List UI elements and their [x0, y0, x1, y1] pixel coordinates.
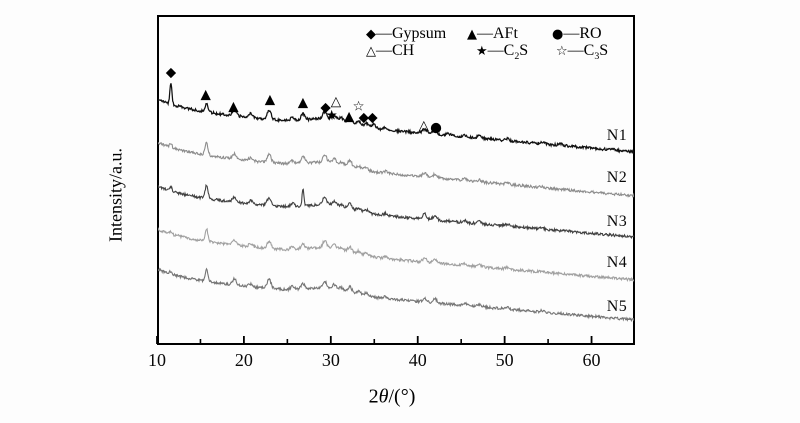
legend-item-c2s: ★—C2S	[476, 42, 529, 63]
phase-marker-gypsum-icon: ◆	[359, 110, 370, 126]
filled-circle-icon: ●	[552, 27, 564, 42]
phase-marker-gypsum-icon: ◆	[320, 100, 331, 116]
xrd-curve-N1	[158, 83, 634, 155]
legend-item-aft: ▲—AFt	[467, 25, 518, 43]
legend-item-ch: △—CH	[366, 42, 415, 60]
plot-border	[157, 15, 635, 345]
legend-dash: —	[487, 42, 504, 59]
series-label-n1: N1	[606, 127, 628, 144]
x-tick-label-40: 40	[408, 350, 427, 370]
phase-marker-ch-icon: △	[419, 118, 430, 134]
x-axis-title: 2θ/(°)	[369, 386, 416, 409]
legend-dash: —	[567, 42, 584, 59]
x-tick-label-50: 50	[495, 350, 514, 370]
legend: ◆—Gypsum ▲—AFt ●—RO △—CH ★—C2S ☆—C3S	[366, 26, 634, 64]
phase-marker-gypsum-icon: ◆	[166, 65, 177, 81]
legend-item-gypsum: ◆—Gypsum	[366, 25, 447, 43]
legend-item-c3s: ☆—C3S	[556, 42, 609, 63]
legend-item-ro: ●—RO	[552, 25, 602, 43]
x-axis-title-theta: θ	[378, 385, 389, 408]
series-label-n2: N2	[606, 169, 628, 186]
phase-marker-ro-icon: ●	[430, 120, 442, 136]
phase-marker-gypsum-icon: ◆	[367, 110, 378, 126]
phase-marker-c3s-icon: ☆	[353, 99, 365, 115]
xrd-curve-N4	[158, 227, 634, 282]
phase-marker-c2s-icon: ★	[326, 108, 338, 124]
x-tick-label-20: 20	[234, 350, 253, 370]
series-label-n5: N5	[606, 298, 628, 315]
filled-diamond-icon: ◆	[366, 27, 376, 42]
phase-marker-ch-icon: △	[331, 94, 342, 110]
xrd-curve-N5	[158, 267, 634, 323]
series-label-n3: N3	[606, 213, 628, 230]
legend-dash: —	[376, 25, 392, 42]
legend-dash: —	[563, 25, 580, 42]
phase-marker-aft-icon: ▲	[228, 99, 239, 115]
legend-dash: —	[477, 25, 493, 42]
y-axis-title: Intensity/a.u.	[105, 148, 126, 242]
open-triangle-icon: △	[366, 44, 376, 59]
filled-star-icon: ★	[476, 44, 488, 59]
open-star-icon: ☆	[556, 44, 568, 59]
filled-triangle-icon: ▲	[467, 27, 477, 42]
xrd-curve-N2	[158, 141, 634, 198]
phase-marker-aft-icon: ▲	[265, 92, 276, 108]
x-axis-title-units: /(°)	[388, 385, 416, 408]
x-tick-label-30: 30	[321, 350, 340, 370]
phase-marker-aft-icon: ▲	[298, 95, 309, 111]
series-label-n4: N4	[606, 254, 628, 271]
phase-marker-aft-icon: ▲	[344, 109, 355, 125]
x-axis-title-coef: 2	[368, 385, 379, 408]
legend-dash: —	[376, 42, 392, 59]
x-tick-label-60: 60	[582, 350, 601, 370]
x-tick-label-10: 10	[148, 350, 166, 370]
xrd-curve-N3	[158, 183, 634, 240]
phase-marker-aft-icon: ▲	[201, 87, 212, 103]
